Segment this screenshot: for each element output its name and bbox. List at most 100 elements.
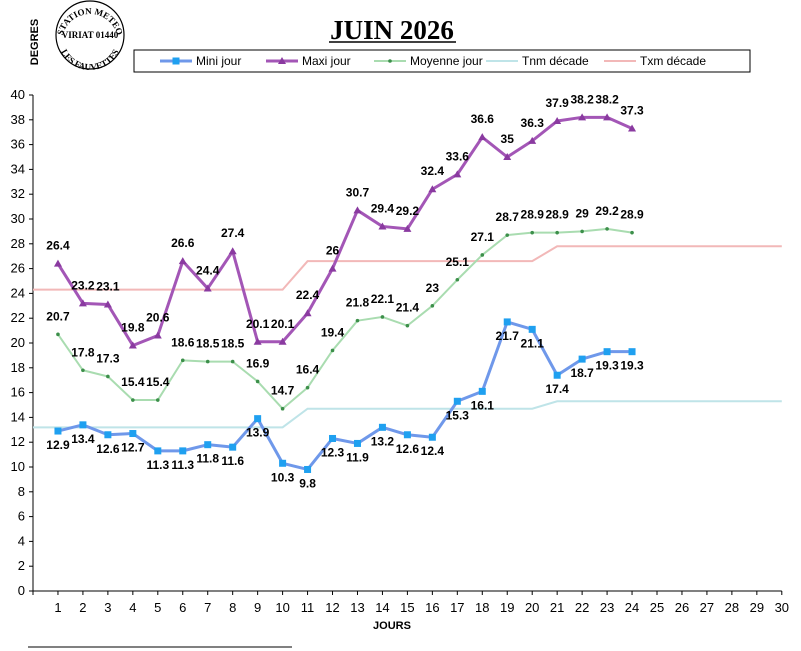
moyenne-point (156, 398, 160, 402)
mini-data-label: 16.1 (471, 398, 495, 412)
maxi-data-label: 24.4 (196, 263, 220, 277)
maxi-data-label: 26.6 (171, 236, 195, 250)
moyenne-point (106, 374, 110, 379)
mini-data-label: 11.3 (146, 458, 169, 472)
y-tick-label: 30 (11, 211, 25, 226)
x-axis-label: JOURS (373, 620, 411, 632)
maxi-point (603, 113, 612, 121)
y-tick-label: 0 (18, 583, 25, 598)
mini-data-label: 13.2 (371, 434, 395, 448)
moyenne-point (630, 230, 634, 235)
maxi-data-label: 33.6 (446, 149, 470, 163)
mini-point (478, 387, 486, 395)
maxi-data-label: 27.4 (221, 226, 245, 240)
x-tick-label: 16 (425, 600, 439, 615)
moyenne-data-label: 29.2 (595, 204, 619, 218)
maxi-point (453, 170, 462, 178)
maxi-data-label: 38.2 (570, 92, 594, 106)
moyenne-data-label: 17.3 (96, 351, 120, 365)
x-tick-label: 9 (254, 600, 261, 615)
mini-data-label: 11.6 (221, 454, 244, 468)
x-tick-label: 3 (104, 600, 111, 615)
maxi-point (478, 133, 487, 141)
maxi-data-label: 37.3 (620, 103, 644, 117)
x-tick-label: 8 (229, 600, 236, 615)
y-tick-label: 22 (11, 310, 25, 325)
mini-data-label: 17.4 (545, 382, 569, 396)
maxi-point (303, 309, 312, 317)
maxi-data-label: 22.4 (296, 288, 320, 302)
mini-data-label: 10.3 (271, 470, 295, 484)
maxi-point (503, 153, 512, 160)
x-tick-label: 5 (154, 600, 161, 615)
txm-series-line (33, 245, 782, 291)
x-tick-label: 2 (79, 600, 86, 615)
moyenne-point (605, 227, 609, 231)
maxi-data-label: 35 (501, 132, 515, 146)
y-tick-label: 8 (18, 484, 25, 499)
mini-point (229, 443, 237, 451)
maxi-data-label: 26 (326, 244, 340, 258)
mini-point (453, 397, 461, 405)
mini-point (254, 415, 262, 423)
x-tick-label: 28 (725, 600, 739, 615)
x-tick-label: 21 (550, 600, 564, 615)
maxi-point (528, 136, 537, 144)
moyenne-point (180, 358, 185, 363)
x-tick-label: 11 (301, 600, 315, 615)
y-tick-label: 12 (11, 434, 25, 449)
moyenne-point (455, 277, 460, 282)
y-tick-label: 38 (11, 112, 25, 127)
legend-label-txm: Txm décade (640, 54, 706, 68)
x-tick-label: 1 (54, 600, 61, 615)
moyenne-data-label: 21.8 (346, 296, 370, 310)
maxi-data-label: 19.8 (121, 320, 145, 334)
logo-circle (55, 0, 125, 70)
moyenne-data-label: 27.1 (471, 230, 495, 244)
x-tick-label: 4 (129, 600, 136, 615)
x-tick-label: 29 (750, 600, 764, 615)
mini-data-label: 9.8 (299, 476, 316, 490)
legend-label-tnm: Tnm décade (522, 54, 589, 68)
moyenne-data-label: 16.9 (246, 356, 270, 370)
moyenne-data-label: 17.8 (71, 345, 95, 359)
maxi-data-label: 20.6 (146, 311, 170, 325)
mini-point (329, 434, 337, 442)
mini-data-label: 12.4 (421, 444, 445, 458)
maxi-point (103, 300, 112, 308)
legend-box (133, 49, 751, 73)
mini-point (79, 421, 87, 429)
y-axis-label: DEGRES (29, 19, 41, 65)
moyenne-data-label: 21.4 (396, 301, 420, 315)
maxi-data-label: 38.2 (595, 92, 619, 106)
maxi-point (203, 284, 212, 292)
x-tick-label: 10 (275, 600, 289, 615)
x-tick-label: 17 (450, 600, 464, 615)
moyenne-data-label: 28.7 (496, 210, 520, 224)
x-tick-label: 24 (625, 600, 639, 615)
x-tick-label: 20 (525, 600, 539, 615)
y-tick-label: 36 (11, 137, 25, 152)
moyenne-point (56, 332, 60, 337)
mini-point (179, 447, 187, 455)
mini-point (54, 427, 62, 435)
chart-title: JUIN 2026 (330, 15, 454, 45)
mini-data-label: 21.7 (496, 329, 520, 343)
moyenne-point (131, 398, 135, 402)
maxi-series-line (56, 115, 633, 347)
mini-data-label: 12.9 (46, 438, 70, 452)
y-tick-label: 18 (11, 360, 25, 375)
y-tick-label: 2 (18, 558, 25, 573)
y-tick-label: 32 (11, 186, 25, 201)
mini-point (428, 433, 436, 441)
moyenne-data-label: 25.1 (446, 255, 470, 269)
maxi-point (278, 57, 286, 64)
maxi-point (178, 257, 187, 265)
maxi-point (253, 337, 262, 345)
mini-data-label: 13.4 (71, 432, 95, 446)
moyenne-point (580, 229, 584, 234)
moyenne-point (205, 359, 210, 364)
tnm-series-line (33, 400, 782, 429)
moyenne-data-label: 18.5 (221, 337, 245, 351)
moyenne-point (81, 368, 85, 373)
